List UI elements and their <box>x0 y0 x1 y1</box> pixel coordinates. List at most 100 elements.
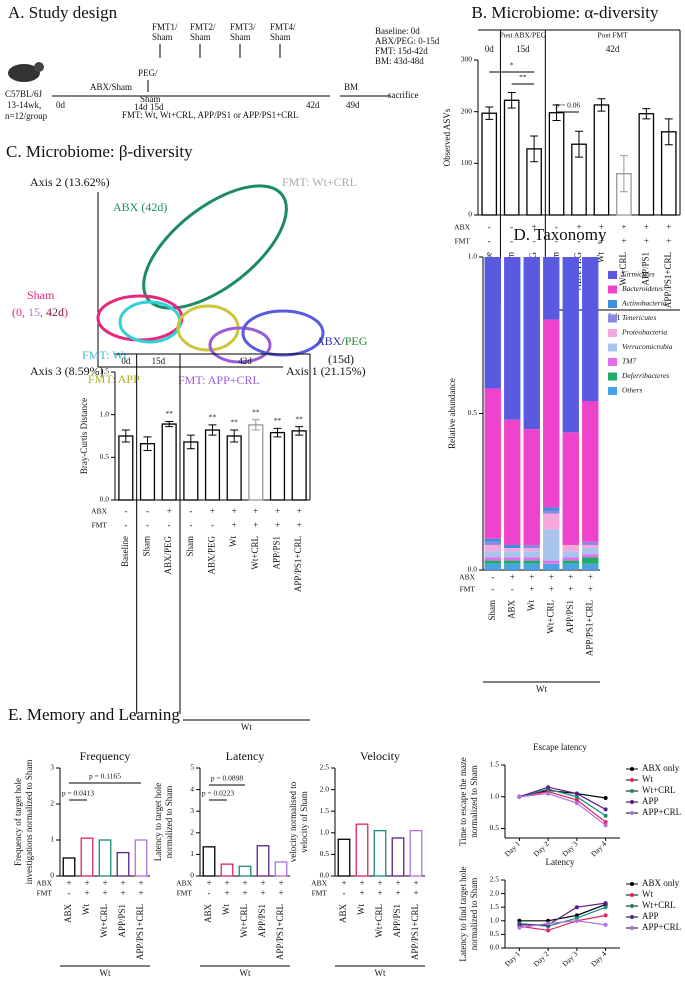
label: PEG/ <box>138 68 158 78</box>
label-part: ) <box>64 305 68 319</box>
abx-sign: + <box>260 878 265 888</box>
bar <box>134 839 148 877</box>
legend-label: ABX only <box>642 763 680 773</box>
bar-segment <box>582 541 599 545</box>
label-part: 15 <box>28 305 40 319</box>
row-label: FMT <box>312 889 328 898</box>
legend-marker <box>630 811 634 815</box>
label: Sham <box>270 32 291 42</box>
annotation: ** <box>295 414 303 423</box>
abx-sign: + <box>395 878 400 888</box>
bar-segment <box>504 560 521 564</box>
group-label: Wt <box>241 722 252 732</box>
bar-segment <box>504 557 521 561</box>
abx-sign: + <box>621 222 626 232</box>
y-tick-label: 0 <box>190 871 194 880</box>
y-tick-label: 100 <box>461 158 473 167</box>
abx-sign: + <box>377 878 382 888</box>
fmt-sign: + <box>224 888 229 898</box>
legend-swatch <box>608 271 617 279</box>
mouse-head <box>34 62 44 72</box>
point <box>603 807 608 812</box>
x-tick-label: APP/PS1 <box>257 904 267 938</box>
point <box>603 905 608 910</box>
fmt-sign: - <box>168 520 171 530</box>
bar <box>593 104 610 216</box>
y-tick-label: 2.0 <box>320 784 330 793</box>
group-label: Wt <box>240 968 251 978</box>
fmt-sign: + <box>644 236 649 246</box>
legend-swatch <box>608 314 617 323</box>
bar <box>118 435 134 501</box>
abx-sign: + <box>138 878 143 888</box>
label-part: ABX <box>316 334 342 348</box>
group-label: Wt <box>536 684 547 694</box>
point <box>546 785 551 790</box>
y-tick-label: 1.5 <box>100 367 110 376</box>
legend-marker <box>630 882 634 886</box>
group-label: Wt <box>375 968 386 978</box>
ellipse <box>208 326 272 364</box>
bar-segment <box>504 419 521 545</box>
abx-sign: + <box>224 878 229 888</box>
bar <box>183 441 199 501</box>
series-line <box>519 902 606 926</box>
annotation: ** <box>274 416 282 425</box>
x-tick-label: APP/PS1 <box>392 904 402 938</box>
y-tick-label: 1.5 <box>490 760 500 769</box>
point <box>574 918 579 923</box>
bar-segment <box>484 541 501 545</box>
abx-sign: - <box>189 506 192 516</box>
label: C57BL/6J <box>5 89 43 99</box>
label: Sham <box>230 32 251 42</box>
y-axis-label: normalized to Sham <box>469 765 479 837</box>
x-tick-label: Wt+CRL <box>250 536 260 570</box>
point <box>546 928 551 933</box>
section-title: E. Memory and Learning <box>8 705 180 724</box>
y-axis-label: normalized to Sham <box>164 786 174 858</box>
x-tick-label: Day 2 <box>532 839 551 858</box>
fmt-sign: + <box>395 888 400 898</box>
y-axis-label: Frequency of target hole <box>13 778 23 866</box>
label: FMT: 15d-42d <box>375 46 428 56</box>
fmt-sign: - <box>189 520 192 530</box>
bar-segment <box>504 544 521 549</box>
point <box>603 820 608 825</box>
error-bar <box>552 104 561 121</box>
y-tick-label: 2 <box>50 799 54 808</box>
label: n=12/group <box>5 111 48 121</box>
ellipse <box>241 309 325 357</box>
label: Sham <box>140 94 161 104</box>
chart-title: Frequency <box>80 749 131 763</box>
x-tick-label: Day 2 <box>532 949 551 968</box>
bar <box>62 857 76 877</box>
error-bar <box>230 429 239 443</box>
x-tick-label: Day 3 <box>560 949 579 968</box>
series-line <box>519 788 606 817</box>
fmt-sign: + <box>568 584 573 594</box>
bar-segment <box>504 563 521 570</box>
legend-label: Actinobacteria <box>621 299 667 308</box>
legend-label: Wt <box>642 774 653 784</box>
point <box>574 797 579 802</box>
point <box>574 801 579 806</box>
group-label: ABX/PEG <box>316 334 368 348</box>
group-label: ABX (42d) <box>113 200 167 214</box>
abx-sign: - <box>488 222 491 232</box>
legend-label: Bacteroidetes <box>622 284 663 293</box>
y-tick-label: 1 <box>190 849 194 858</box>
bar-segment <box>562 560 579 564</box>
y-axis-label: Latency to find target hole <box>458 866 468 961</box>
bar-segment <box>523 548 540 552</box>
group-header: 15d <box>152 356 166 366</box>
label-part: 42d <box>46 305 64 319</box>
series-line <box>519 903 606 922</box>
chart-title: Latency <box>226 749 265 763</box>
abx-sign: - <box>491 572 494 582</box>
bar-segment <box>523 551 540 558</box>
annotation: * <box>510 61 514 70</box>
bar-segment <box>582 544 599 549</box>
x-tick-label: Day 3 <box>560 839 579 858</box>
bar-segment <box>582 257 599 401</box>
bar-segment <box>523 557 540 561</box>
